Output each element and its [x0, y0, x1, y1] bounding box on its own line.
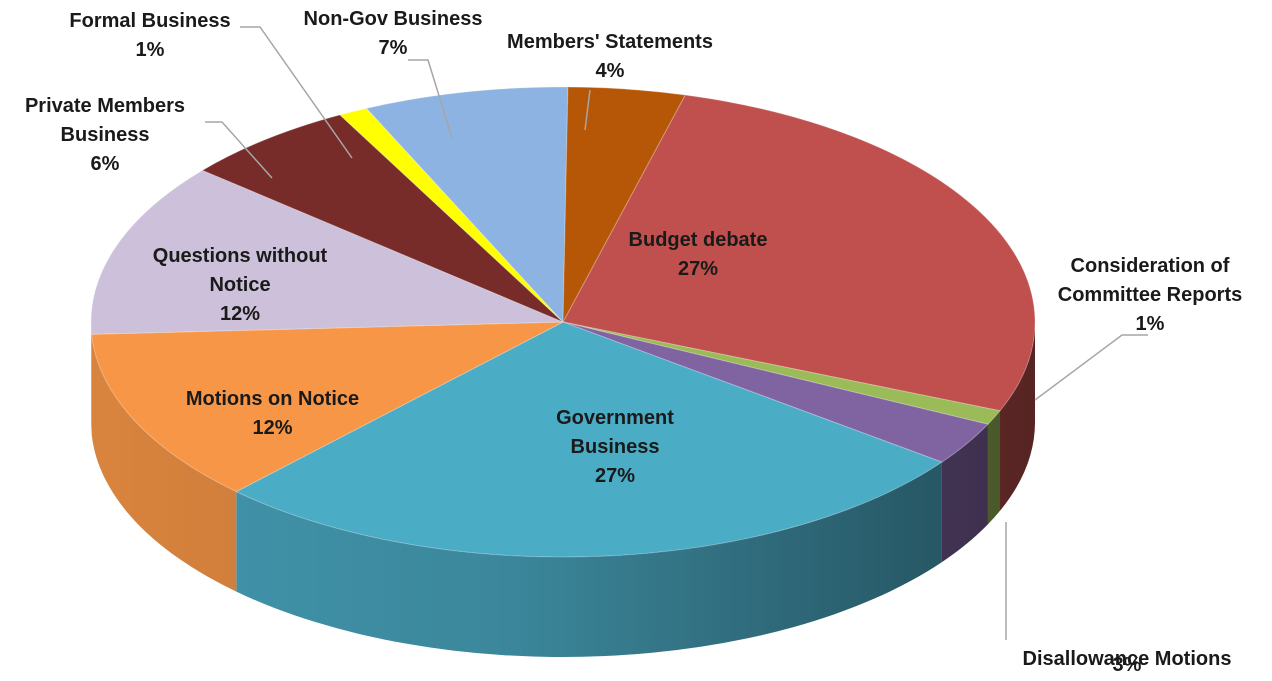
label-pmb-pct: 6%: [90, 153, 120, 175]
label-gov-name-1: Government: [556, 407, 674, 429]
leader-line-pmb: [205, 121, 273, 179]
leader-line-members: [584, 89, 591, 131]
leader-lines: [205, 26, 1148, 640]
label-gov: Government Business 27%: [515, 404, 715, 491]
label-budget-pct: 27%: [677, 258, 719, 280]
pie-side-qwn: [91, 322, 92, 435]
label-ccr-pct: 1%: [1135, 313, 1165, 335]
pie-side-disallow: [941, 424, 988, 563]
label-members: Members' Statements 4%: [480, 28, 740, 86]
pie-slice-gov: [235, 321, 944, 558]
label-pmb-name-2: Business: [60, 124, 150, 146]
pie-sides: [91, 322, 1035, 658]
label-gov-pct: 27%: [594, 465, 636, 487]
pie-side-ccr: [987, 410, 1001, 525]
label-members-name: Members' Statements: [507, 31, 713, 53]
label-pmb-name-1: Private Members: [24, 95, 186, 117]
pie-slice-members: [562, 86, 686, 323]
pie-slice-formal: [338, 107, 564, 323]
pie-slice-disallow: [562, 321, 989, 463]
label-formal-pct: 1%: [135, 39, 165, 61]
label-motions: Motions on Notice 12%: [160, 385, 385, 443]
label-motions-pct: 12%: [252, 417, 293, 439]
label-motions-name: Motions on Notice: [185, 388, 360, 410]
pie-side-motions: [91, 334, 237, 592]
label-members-pct: 4%: [595, 60, 625, 82]
leader-line-nongov: [408, 59, 453, 139]
label-gov-name-2: Business: [570, 436, 660, 458]
label-formal: Formal Business 1%: [55, 7, 245, 65]
label-formal-name: Formal Business: [69, 10, 231, 32]
pie-slice-motions: [91, 321, 564, 493]
label-budget: Budget debate 27%: [598, 226, 798, 284]
pie-slice-ccr: [562, 321, 1001, 425]
label-qwn-name-1: Questions without: [152, 245, 328, 267]
label-nongov-name: Non-Gov Business: [303, 8, 483, 30]
label-ccr-name-1: Consideration of: [1070, 255, 1230, 277]
label-ccr-name-2: Committee Reports: [1057, 284, 1243, 306]
label-disallow-name: Disallowance Motions: [1022, 648, 1232, 670]
pie-slice-pmb: [201, 114, 564, 323]
leader-line-ccr: [1034, 334, 1148, 401]
pie-side-gov: [236, 462, 942, 658]
label-disallow: Disallowance Motions: [996, 645, 1258, 674]
pie-slices: [90, 86, 1036, 558]
label-budget-name: Budget debate: [628, 229, 768, 251]
pie-side-budget: [1000, 322, 1035, 511]
label-qwn-pct: 12%: [219, 303, 261, 325]
label-pmb: Private Members Business 6%: [0, 92, 210, 179]
label-qwn-name-2: Notice: [209, 274, 271, 296]
label-nongov-pct: 7%: [378, 37, 408, 59]
label-ccr: Consideration of Committee Reports 1%: [1040, 252, 1260, 339]
label-qwn: Questions without Notice 12%: [130, 242, 350, 329]
label-nongov: Non-Gov Business 7%: [288, 5, 498, 63]
pie-slice-budget: [562, 94, 1036, 412]
label-disallow-pct-wrap: 3%: [1077, 651, 1177, 680]
label-disallow-pct: 3%: [1112, 654, 1142, 676]
pie-slice-qwn: [90, 169, 564, 335]
leader-line-formal: [240, 26, 353, 159]
pie-slice-nongov: [365, 86, 569, 324]
